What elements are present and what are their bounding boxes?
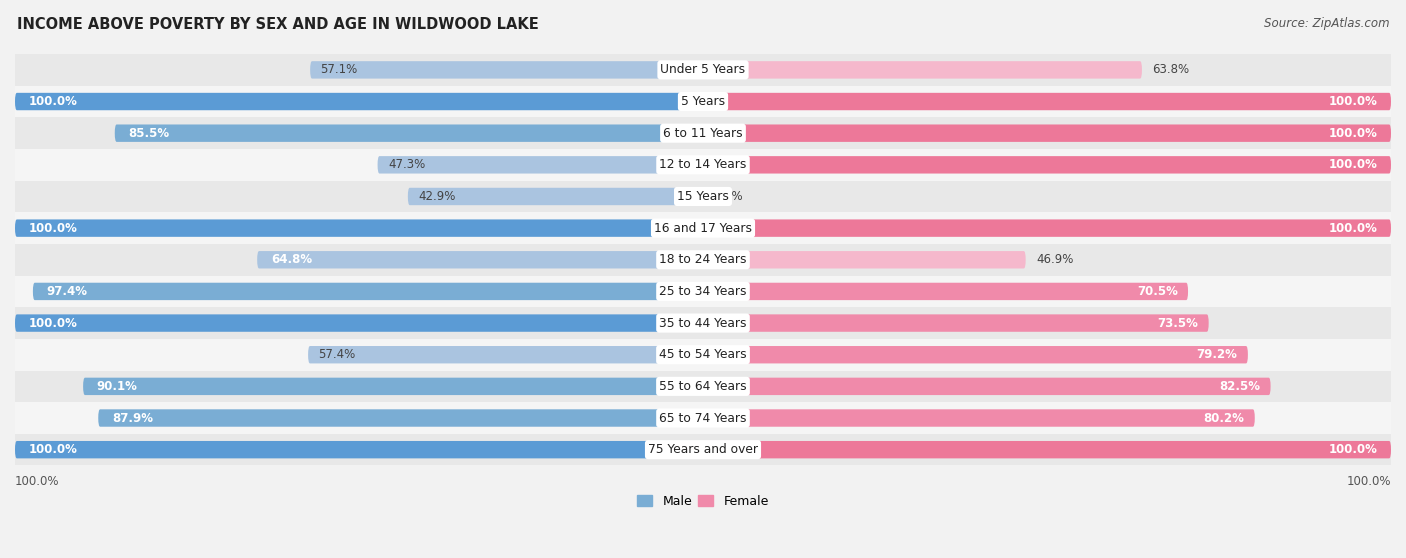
FancyBboxPatch shape <box>408 188 703 205</box>
Text: INCOME ABOVE POVERTY BY SEX AND AGE IN WILDWOOD LAKE: INCOME ABOVE POVERTY BY SEX AND AGE IN W… <box>17 17 538 32</box>
Text: 47.3%: 47.3% <box>388 158 425 171</box>
Text: 46.9%: 46.9% <box>1036 253 1073 266</box>
Text: 79.2%: 79.2% <box>1197 348 1237 361</box>
Text: 80.2%: 80.2% <box>1204 411 1244 425</box>
Text: 6 to 11 Years: 6 to 11 Years <box>664 127 742 140</box>
Text: 100.0%: 100.0% <box>1329 222 1378 234</box>
Text: 100.0%: 100.0% <box>1329 95 1378 108</box>
Text: 5 Years: 5 Years <box>681 95 725 108</box>
Bar <box>15 181 1391 212</box>
Text: 100.0%: 100.0% <box>1329 158 1378 171</box>
FancyBboxPatch shape <box>15 93 703 110</box>
Text: 18 to 24 Years: 18 to 24 Years <box>659 253 747 266</box>
Text: 100.0%: 100.0% <box>28 316 77 330</box>
FancyBboxPatch shape <box>15 314 703 332</box>
FancyBboxPatch shape <box>32 283 703 300</box>
Text: 12 to 14 Years: 12 to 14 Years <box>659 158 747 171</box>
FancyBboxPatch shape <box>703 283 1188 300</box>
Text: 100.0%: 100.0% <box>28 222 77 234</box>
Text: 42.9%: 42.9% <box>418 190 456 203</box>
Text: 55 to 64 Years: 55 to 64 Years <box>659 380 747 393</box>
Text: 100.0%: 100.0% <box>28 95 77 108</box>
Bar <box>15 307 1391 339</box>
FancyBboxPatch shape <box>703 156 1391 174</box>
Text: 87.9%: 87.9% <box>112 411 153 425</box>
Text: 85.5%: 85.5% <box>128 127 170 140</box>
Text: 100.0%: 100.0% <box>1329 443 1378 456</box>
Text: 73.5%: 73.5% <box>1157 316 1198 330</box>
Bar <box>15 54 1391 86</box>
Bar <box>15 434 1391 465</box>
Legend: Male, Female: Male, Female <box>633 490 773 513</box>
Text: 64.8%: 64.8% <box>271 253 312 266</box>
FancyBboxPatch shape <box>703 346 1249 363</box>
Text: 90.1%: 90.1% <box>97 380 138 393</box>
FancyBboxPatch shape <box>15 441 703 458</box>
FancyBboxPatch shape <box>703 124 1391 142</box>
Text: 100.0%: 100.0% <box>15 475 59 488</box>
Text: Source: ZipAtlas.com: Source: ZipAtlas.com <box>1264 17 1389 30</box>
Text: 45 to 54 Years: 45 to 54 Years <box>659 348 747 361</box>
Text: 82.5%: 82.5% <box>1219 380 1260 393</box>
Bar <box>15 149 1391 181</box>
Text: 35 to 44 Years: 35 to 44 Years <box>659 316 747 330</box>
FancyBboxPatch shape <box>308 346 703 363</box>
Bar <box>15 339 1391 371</box>
Text: 100.0%: 100.0% <box>28 443 77 456</box>
Text: 57.1%: 57.1% <box>321 64 357 76</box>
Text: 15 Years: 15 Years <box>678 190 728 203</box>
Text: 97.4%: 97.4% <box>46 285 87 298</box>
FancyBboxPatch shape <box>703 410 1254 427</box>
Text: 25 to 34 Years: 25 to 34 Years <box>659 285 747 298</box>
FancyBboxPatch shape <box>115 124 703 142</box>
Text: Under 5 Years: Under 5 Years <box>661 64 745 76</box>
FancyBboxPatch shape <box>378 156 703 174</box>
Bar <box>15 244 1391 276</box>
FancyBboxPatch shape <box>703 378 1271 395</box>
Bar <box>15 86 1391 117</box>
Text: 16 and 17 Years: 16 and 17 Years <box>654 222 752 234</box>
Text: 57.4%: 57.4% <box>318 348 356 361</box>
FancyBboxPatch shape <box>703 251 1025 268</box>
Text: 100.0%: 100.0% <box>1347 475 1391 488</box>
FancyBboxPatch shape <box>703 314 1209 332</box>
Text: 70.5%: 70.5% <box>1137 285 1178 298</box>
FancyBboxPatch shape <box>15 219 703 237</box>
Text: 65 to 74 Years: 65 to 74 Years <box>659 411 747 425</box>
FancyBboxPatch shape <box>703 61 1142 79</box>
FancyBboxPatch shape <box>703 93 1391 110</box>
FancyBboxPatch shape <box>257 251 703 268</box>
FancyBboxPatch shape <box>83 378 703 395</box>
Bar <box>15 371 1391 402</box>
FancyBboxPatch shape <box>311 61 703 79</box>
FancyBboxPatch shape <box>98 410 703 427</box>
Text: 0.0%: 0.0% <box>713 190 742 203</box>
FancyBboxPatch shape <box>703 219 1391 237</box>
Text: 100.0%: 100.0% <box>1329 127 1378 140</box>
Bar <box>15 402 1391 434</box>
FancyBboxPatch shape <box>703 441 1391 458</box>
Text: 75 Years and over: 75 Years and over <box>648 443 758 456</box>
Bar <box>15 212 1391 244</box>
Bar <box>15 276 1391 307</box>
Text: 63.8%: 63.8% <box>1153 64 1189 76</box>
Bar <box>15 117 1391 149</box>
